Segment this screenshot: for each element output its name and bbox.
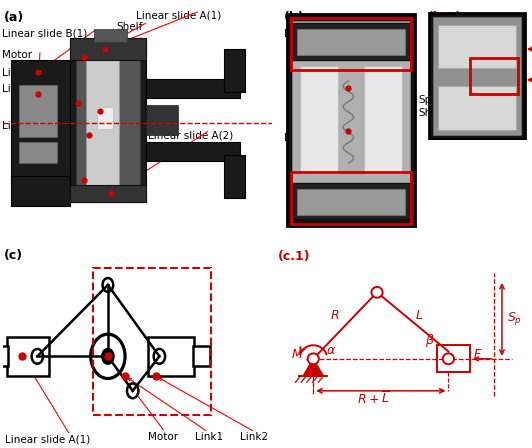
Text: $S_p$: $S_p$: [507, 310, 522, 327]
Circle shape: [371, 287, 383, 298]
Circle shape: [102, 349, 114, 364]
Text: Linear slide B(1): Linear slide B(1): [2, 28, 87, 38]
Bar: [11, 176, 70, 207]
Text: Link 2: Link 2: [2, 68, 34, 78]
Bar: [470, 58, 518, 94]
Bar: [95, 29, 127, 42]
Bar: [97, 107, 113, 129]
Bar: [93, 268, 211, 415]
Bar: [438, 25, 516, 68]
Text: Shelf: Shelf: [116, 22, 143, 32]
Bar: [223, 49, 245, 92]
Bar: [290, 172, 411, 224]
Text: Shelf: Shelf: [418, 108, 444, 118]
Circle shape: [307, 353, 319, 364]
Text: Linear slide A(1): Linear slide A(1): [5, 435, 90, 445]
Text: M: M: [292, 348, 302, 361]
Text: Linear slide B(2): Linear slide B(2): [2, 120, 87, 130]
Circle shape: [31, 349, 43, 364]
Bar: [11, 60, 70, 181]
Bar: [297, 29, 405, 55]
Text: Motor: Motor: [2, 50, 32, 60]
Text: Linear slide A(2): Linear slide A(2): [148, 130, 233, 140]
Bar: [70, 185, 146, 202]
Bar: [19, 142, 57, 163]
Text: $R+\overline{L}$: $R+\overline{L}$: [356, 391, 389, 407]
Bar: [292, 23, 410, 60]
Text: (c): (c): [4, 249, 23, 262]
Text: (b.1): (b.1): [428, 11, 462, 24]
Text: (c.1): (c.1): [278, 250, 311, 263]
Bar: [364, 66, 402, 174]
Text: $\alpha$: $\alpha$: [326, 344, 336, 357]
Text: Link2: Link2: [240, 432, 268, 442]
Polygon shape: [303, 359, 323, 376]
Bar: [292, 183, 410, 220]
Text: Linear slide A(1): Linear slide A(1): [136, 11, 221, 21]
Bar: [148, 336, 194, 376]
Bar: [7, 336, 49, 376]
Text: (b): (b): [284, 11, 305, 24]
Circle shape: [103, 278, 113, 292]
Bar: [438, 86, 516, 130]
Bar: [193, 346, 210, 366]
Text: R: R: [331, 310, 340, 323]
Text: Linear slide B(2): Linear slide B(2): [284, 132, 369, 142]
Bar: [223, 155, 245, 198]
Text: Link 1: Link 1: [2, 84, 34, 94]
Text: F: F: [474, 348, 481, 361]
Bar: [0, 346, 8, 366]
Bar: [86, 60, 119, 185]
Text: Motor: Motor: [148, 432, 178, 442]
Bar: [290, 18, 411, 70]
Bar: [437, 345, 470, 372]
Bar: [146, 105, 178, 135]
Circle shape: [91, 334, 125, 379]
Circle shape: [443, 353, 454, 364]
Text: $\beta$: $\beta$: [426, 332, 435, 349]
Text: (a): (a): [4, 11, 24, 24]
Bar: [70, 38, 146, 202]
Bar: [76, 47, 140, 194]
Text: Linear slide B(1): Linear slide B(1): [284, 28, 369, 38]
Text: L: L: [415, 310, 422, 323]
Bar: [70, 38, 146, 60]
Bar: [292, 21, 410, 220]
Bar: [297, 189, 405, 215]
Bar: [300, 66, 338, 174]
Bar: [146, 79, 240, 99]
Bar: [146, 142, 240, 161]
Bar: [19, 86, 57, 137]
Text: Link1: Link1: [195, 432, 223, 442]
Circle shape: [154, 349, 165, 364]
Text: Spring: Spring: [418, 95, 452, 105]
Bar: [433, 17, 521, 135]
Circle shape: [127, 383, 138, 398]
